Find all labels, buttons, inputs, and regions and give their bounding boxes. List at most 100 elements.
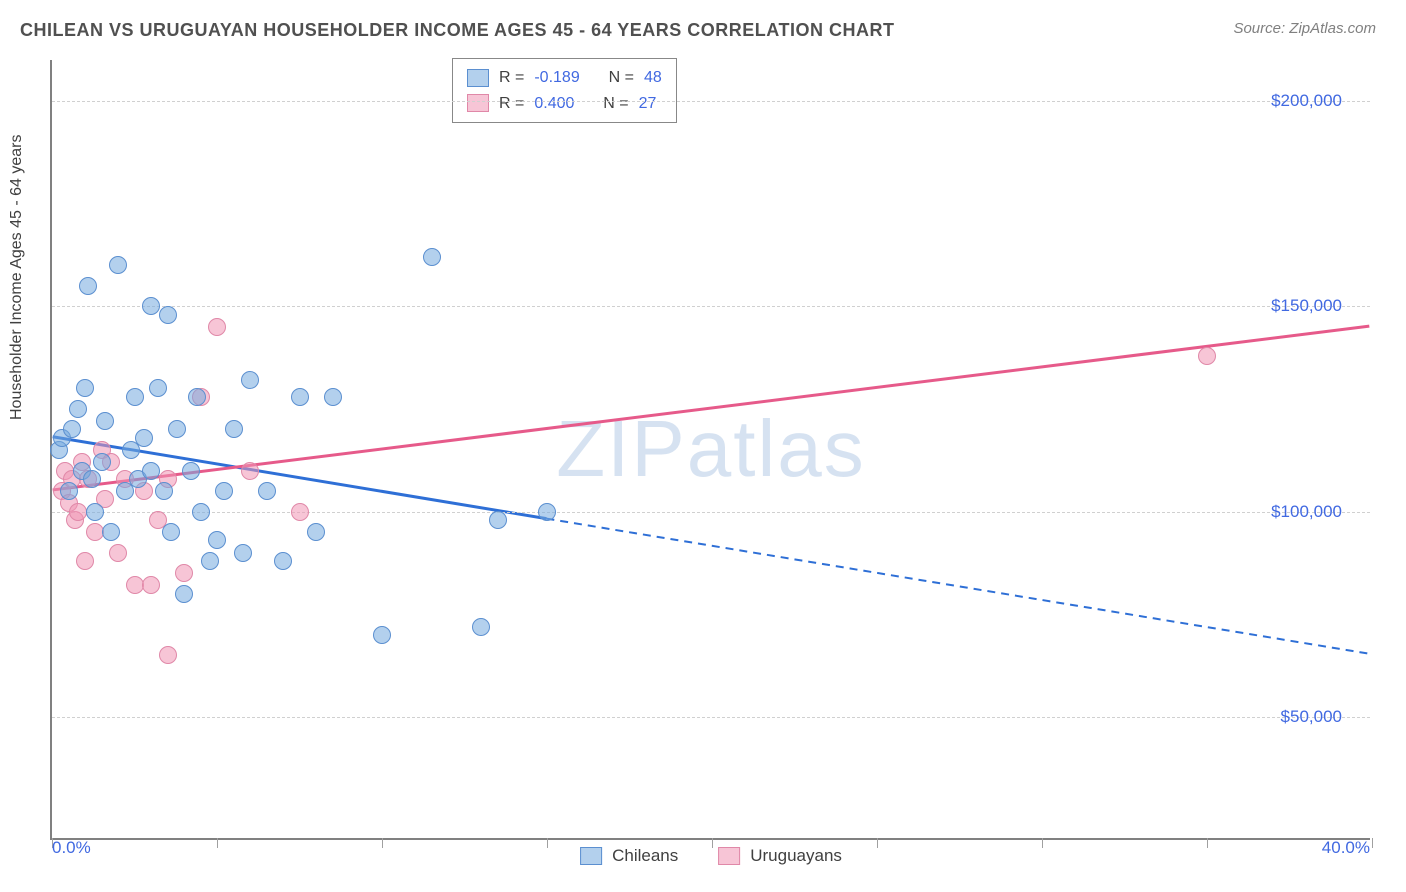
data-point — [79, 277, 97, 295]
data-point — [258, 482, 276, 500]
y-axis-label: Householder Income Ages 45 - 64 years — [8, 135, 26, 421]
source-attribution: Source: ZipAtlas.com — [1233, 20, 1376, 37]
data-point — [69, 503, 87, 521]
data-point — [60, 482, 78, 500]
r-value: 0.400 — [534, 91, 574, 117]
legend-row: R = 0.400 N = 27 — [467, 91, 662, 117]
data-point — [86, 523, 104, 541]
data-point — [201, 552, 219, 570]
data-point — [208, 318, 226, 336]
data-point — [96, 412, 114, 430]
data-point — [291, 503, 309, 521]
x-tick — [547, 838, 548, 848]
data-point — [489, 511, 507, 529]
gridline — [52, 101, 1370, 102]
data-point — [159, 306, 177, 324]
x-tick — [382, 838, 383, 848]
data-point — [142, 297, 160, 315]
data-point — [274, 552, 292, 570]
data-point — [538, 503, 556, 521]
chart-title: CHILEAN VS URUGUAYAN HOUSEHOLDER INCOME … — [20, 20, 894, 41]
data-point — [175, 564, 193, 582]
r-label: R = — [499, 91, 524, 117]
data-point — [241, 462, 259, 480]
r-label: R = — [499, 65, 524, 91]
y-tick-label: $150,000 — [1271, 296, 1342, 316]
data-point — [291, 388, 309, 406]
data-point — [83, 470, 101, 488]
data-point — [126, 388, 144, 406]
data-point — [225, 420, 243, 438]
data-point — [135, 429, 153, 447]
data-point — [142, 576, 160, 594]
legend-item: Chileans — [580, 846, 678, 866]
data-point — [182, 462, 200, 480]
data-point — [324, 388, 342, 406]
x-tick — [877, 838, 878, 848]
y-tick-label: $200,000 — [1271, 91, 1342, 111]
n-label: N = — [603, 91, 628, 117]
x-tick-label-left: 0.0% — [52, 838, 91, 858]
data-point — [234, 544, 252, 562]
data-point — [188, 388, 206, 406]
data-point — [175, 585, 193, 603]
data-point — [76, 379, 94, 397]
n-label: N = — [609, 65, 634, 91]
legend-item: Uruguayans — [718, 846, 842, 866]
x-tick — [1042, 838, 1043, 848]
data-point — [307, 523, 325, 541]
legend-swatch — [467, 94, 489, 112]
data-point — [168, 420, 186, 438]
data-point — [155, 482, 173, 500]
correlation-legend: R = -0.189 N = 48 R = 0.400 N = 27 — [452, 58, 677, 123]
data-point — [208, 531, 226, 549]
x-tick — [217, 838, 218, 848]
data-point — [192, 503, 210, 521]
data-point — [142, 462, 160, 480]
gridline — [52, 306, 1370, 307]
data-point — [86, 503, 104, 521]
trendline — [546, 519, 1369, 654]
trendlines-layer — [52, 60, 1370, 838]
data-point — [159, 646, 177, 664]
legend-label: Uruguayans — [750, 846, 842, 866]
n-value: 48 — [644, 65, 662, 91]
watermark-bold: ZIP — [556, 404, 686, 493]
data-point — [102, 523, 120, 541]
n-value: 27 — [639, 91, 657, 117]
watermark-light: atlas — [687, 404, 866, 493]
gridline — [52, 512, 1370, 513]
data-point — [149, 379, 167, 397]
y-tick-label: $50,000 — [1281, 707, 1342, 727]
data-point — [215, 482, 233, 500]
x-tick — [712, 838, 713, 848]
x-tick — [1372, 838, 1373, 848]
data-point — [109, 256, 127, 274]
data-point — [241, 371, 259, 389]
legend-row: R = -0.189 N = 48 — [467, 65, 662, 91]
chart-container: CHILEAN VS URUGUAYAN HOUSEHOLDER INCOME … — [0, 0, 1406, 892]
data-point — [93, 453, 111, 471]
data-point — [76, 552, 94, 570]
data-point — [69, 400, 87, 418]
legend-swatch — [467, 69, 489, 87]
data-point — [373, 626, 391, 644]
data-point — [126, 576, 144, 594]
data-point — [162, 523, 180, 541]
gridline — [52, 717, 1370, 718]
plot-area: ZIPatlas R = -0.189 N = 48 R = 0.400 N =… — [50, 60, 1370, 840]
x-tick-label-right: 40.0% — [1322, 838, 1370, 858]
data-point — [109, 544, 127, 562]
series-legend: Chileans Uruguayans — [580, 846, 842, 866]
r-value: -0.189 — [534, 65, 579, 91]
legend-swatch — [718, 847, 740, 865]
y-tick-label: $100,000 — [1271, 502, 1342, 522]
data-point — [1198, 347, 1216, 365]
legend-label: Chileans — [612, 846, 678, 866]
x-tick — [1207, 838, 1208, 848]
data-point — [423, 248, 441, 266]
data-point — [472, 618, 490, 636]
data-point — [63, 420, 81, 438]
legend-swatch — [580, 847, 602, 865]
watermark: ZIPatlas — [556, 403, 865, 495]
